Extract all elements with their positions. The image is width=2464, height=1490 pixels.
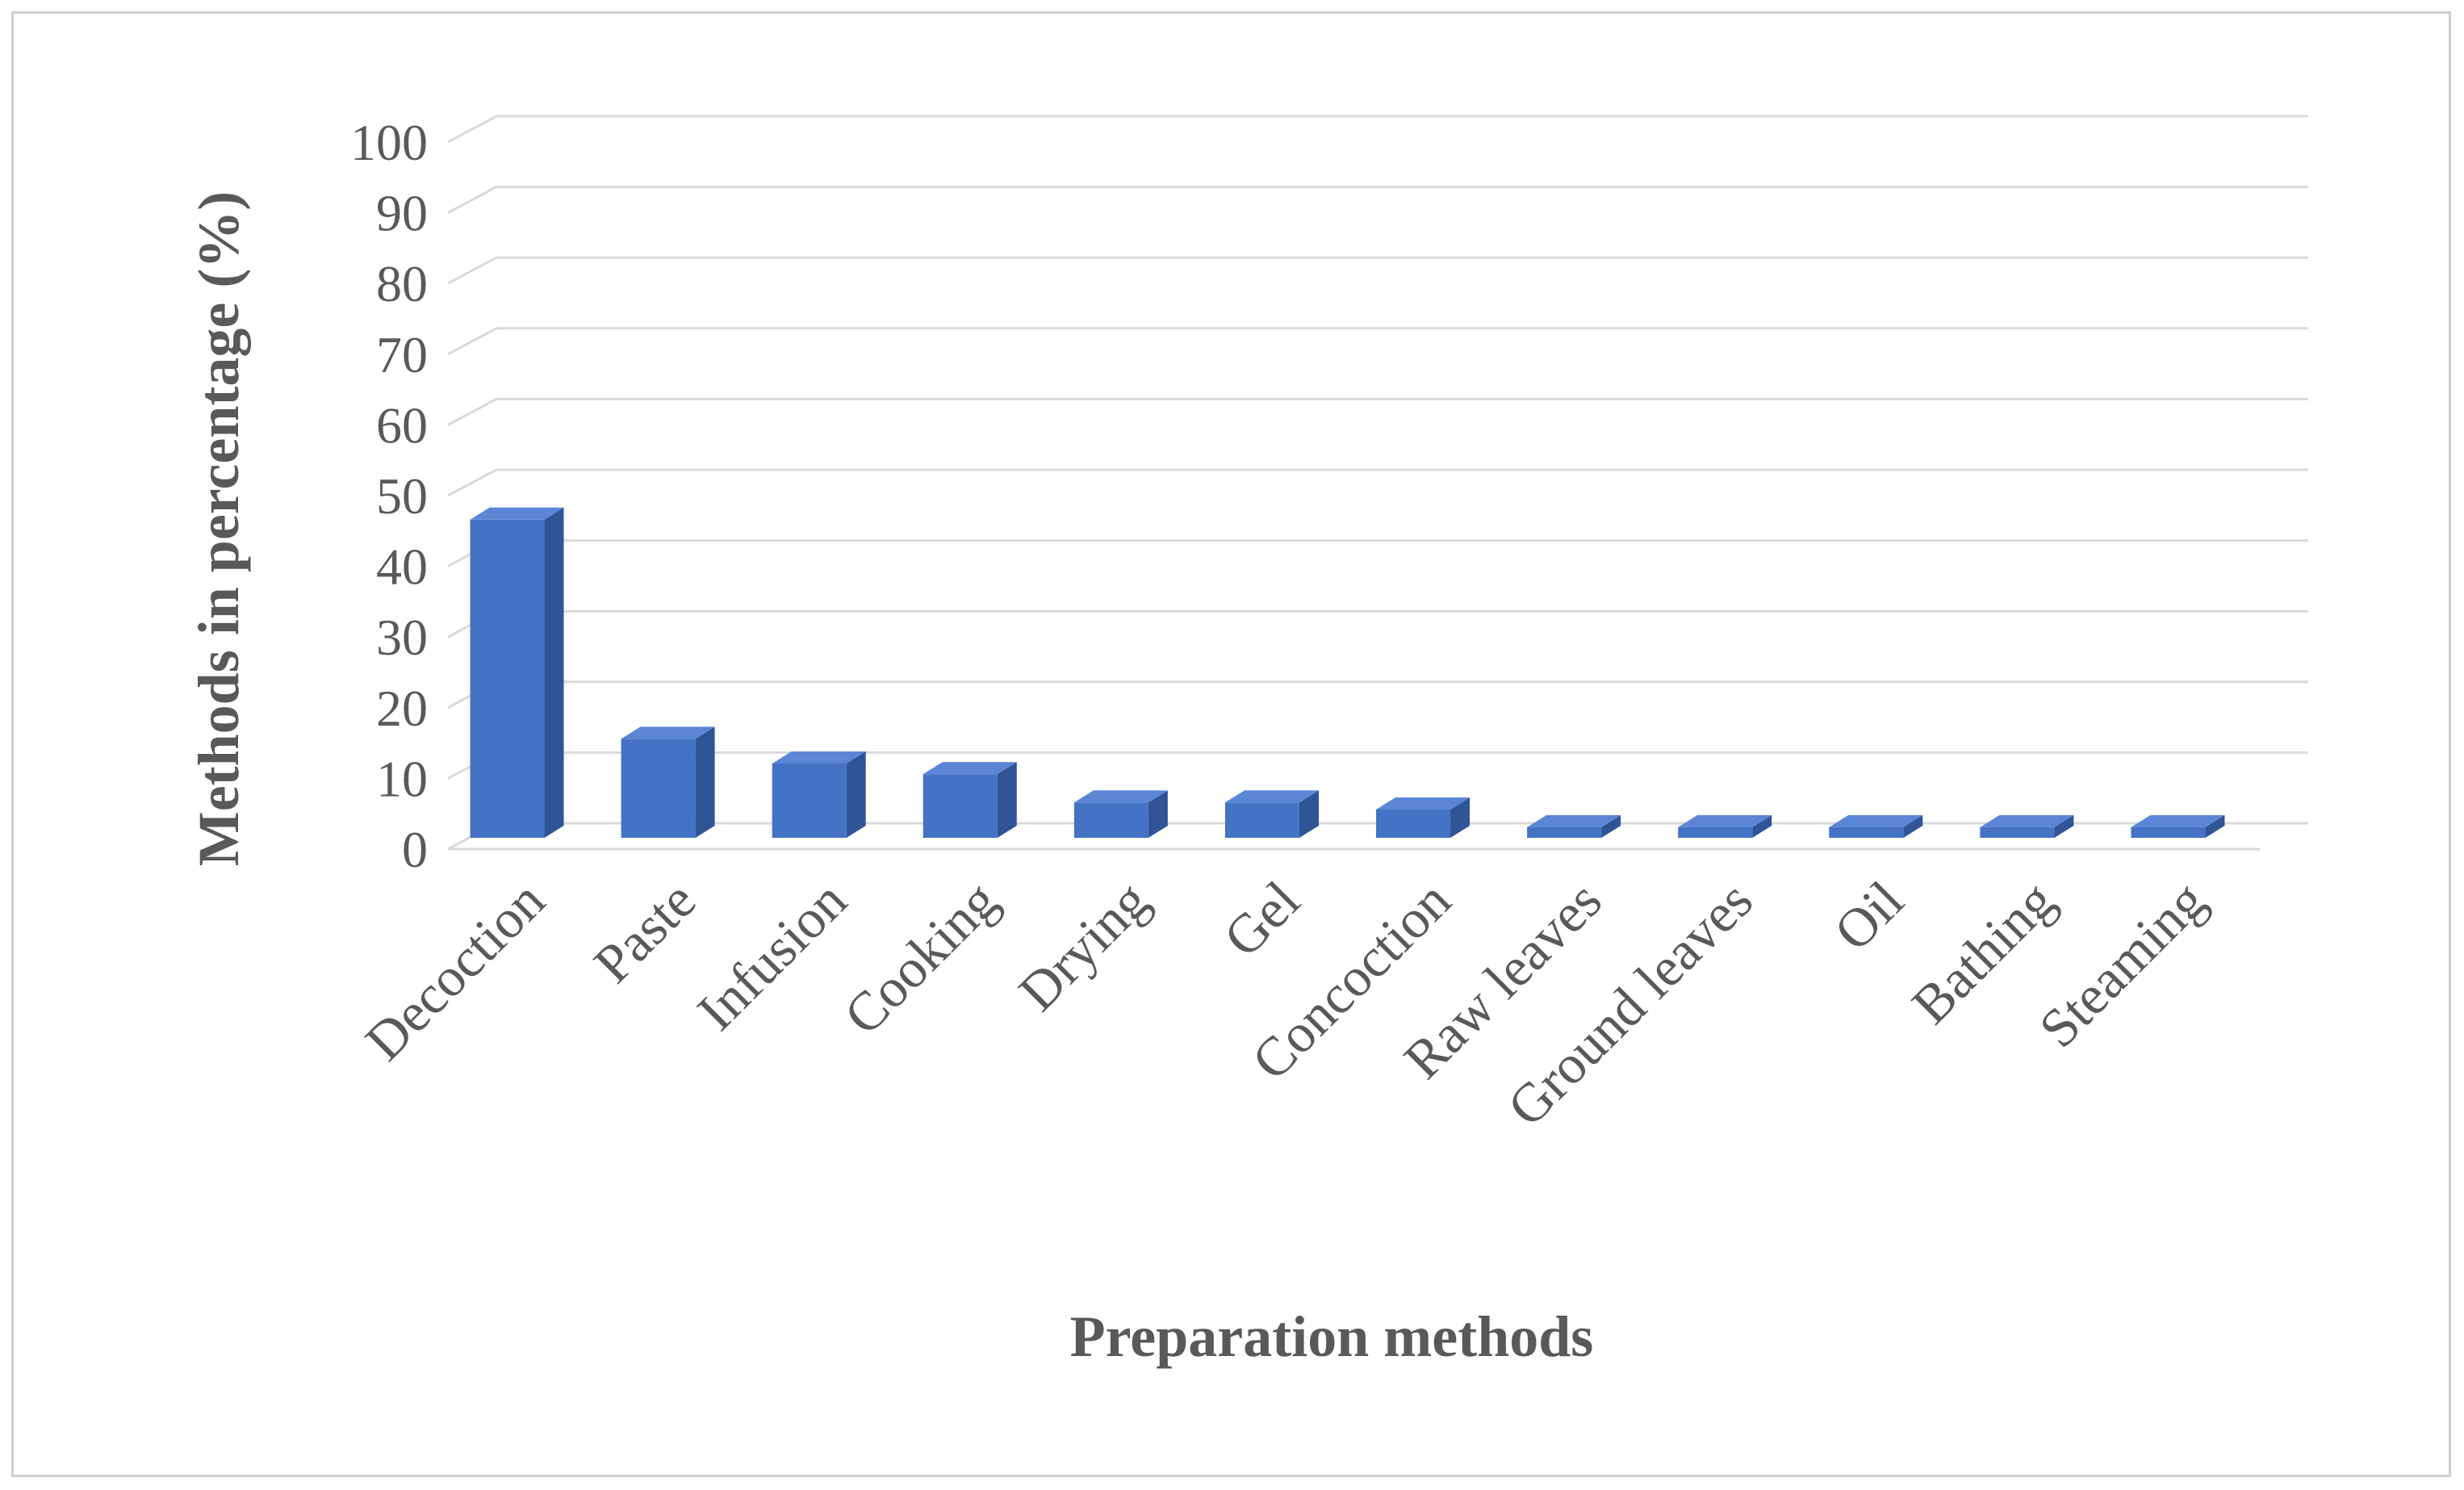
x-tick-label: Oil <box>1822 869 1915 962</box>
bar-side <box>2054 814 2074 838</box>
bar-front <box>1527 827 1602 838</box>
bar-top <box>922 762 1017 775</box>
y-axis-title: Methods in percentage (%) <box>186 191 251 867</box>
y-tick-label: 60 <box>376 396 428 454</box>
bar-top <box>1829 814 1923 827</box>
bar-decoction <box>470 507 564 838</box>
gridline-side <box>447 186 497 214</box>
bar-front <box>621 739 696 838</box>
bar-side <box>1752 814 1772 838</box>
y-axis-ticks: 0 10 20 30 40 50 60 70 80 90 100 <box>350 114 428 878</box>
bar-oil <box>1829 814 1923 838</box>
x-tick-label: Drying <box>1007 869 1161 1023</box>
bar-top <box>1224 790 1319 803</box>
bar-paste <box>621 726 715 838</box>
y-tick-label: 10 <box>376 750 428 807</box>
gridline-side <box>447 398 497 426</box>
bar-bathing <box>1980 814 2074 838</box>
bar-side <box>1903 814 1923 838</box>
gridlines <box>447 115 2308 851</box>
y-tick-label: 50 <box>376 467 428 525</box>
bar-side <box>846 751 866 838</box>
bar-side <box>997 762 1017 838</box>
bar-infusion <box>772 751 866 838</box>
bar-top <box>470 507 564 520</box>
bar-front <box>2131 827 2206 838</box>
x-tick-label: Infusion <box>685 869 858 1042</box>
bar-front <box>1829 827 1904 838</box>
bar-concoction <box>1376 797 1470 838</box>
bar-front <box>1224 802 1299 838</box>
gridline-side <box>447 115 497 144</box>
bar-top <box>772 751 866 764</box>
x-tick-label: Decoction <box>353 869 556 1072</box>
bar-raw-leaves <box>1527 814 1621 838</box>
bar-front <box>1980 827 2055 838</box>
y-tick-label: 100 <box>350 114 428 171</box>
x-tick-label: Cooking <box>832 869 1009 1046</box>
bar-ground-leaves <box>1678 814 1772 838</box>
x-axis-title: Preparation methods <box>1070 1304 1594 1369</box>
bar-front <box>922 774 998 838</box>
bar-front <box>1073 802 1148 838</box>
y-tick-label: 30 <box>376 609 428 666</box>
bar-front <box>772 764 847 838</box>
bar-top <box>2131 814 2225 827</box>
bar-top <box>1527 814 1621 827</box>
bar-side <box>2205 814 2225 838</box>
gridline-side <box>447 468 497 497</box>
bar-side <box>1148 790 1168 838</box>
bar-side <box>1299 790 1319 838</box>
bars <box>470 507 2225 838</box>
x-tick-label: Gel <box>1211 869 1311 969</box>
bar-top <box>1376 797 1470 810</box>
bar-front <box>1376 809 1451 838</box>
y-tick-label: 90 <box>376 185 428 242</box>
bar-top <box>1980 814 2074 827</box>
bar-front <box>470 519 545 838</box>
bar-gel <box>1224 790 1319 838</box>
bar-top <box>621 726 715 739</box>
x-tick-label: Paste <box>582 869 707 994</box>
chart-frame <box>11 11 2451 1477</box>
gridline-side <box>447 327 497 356</box>
y-tick-label: 20 <box>376 680 428 737</box>
bar-steaming <box>2131 814 2225 838</box>
bar-front <box>1678 827 1753 838</box>
y-tick-label: 0 <box>402 821 428 878</box>
bar-side <box>695 726 715 838</box>
bar-top <box>1678 814 1772 827</box>
bar-cooking <box>922 762 1017 838</box>
y-tick-label: 80 <box>376 255 428 312</box>
bar-top <box>1073 790 1168 803</box>
bar-drying <box>1073 790 1168 838</box>
gridline-side <box>447 256 497 285</box>
bar-side <box>544 507 564 838</box>
x-tick-label: Steaming <box>2027 869 2217 1059</box>
bar-side <box>1450 797 1470 838</box>
bar-side <box>1601 814 1621 838</box>
y-tick-label: 70 <box>376 326 428 383</box>
y-tick-label: 40 <box>376 538 428 596</box>
